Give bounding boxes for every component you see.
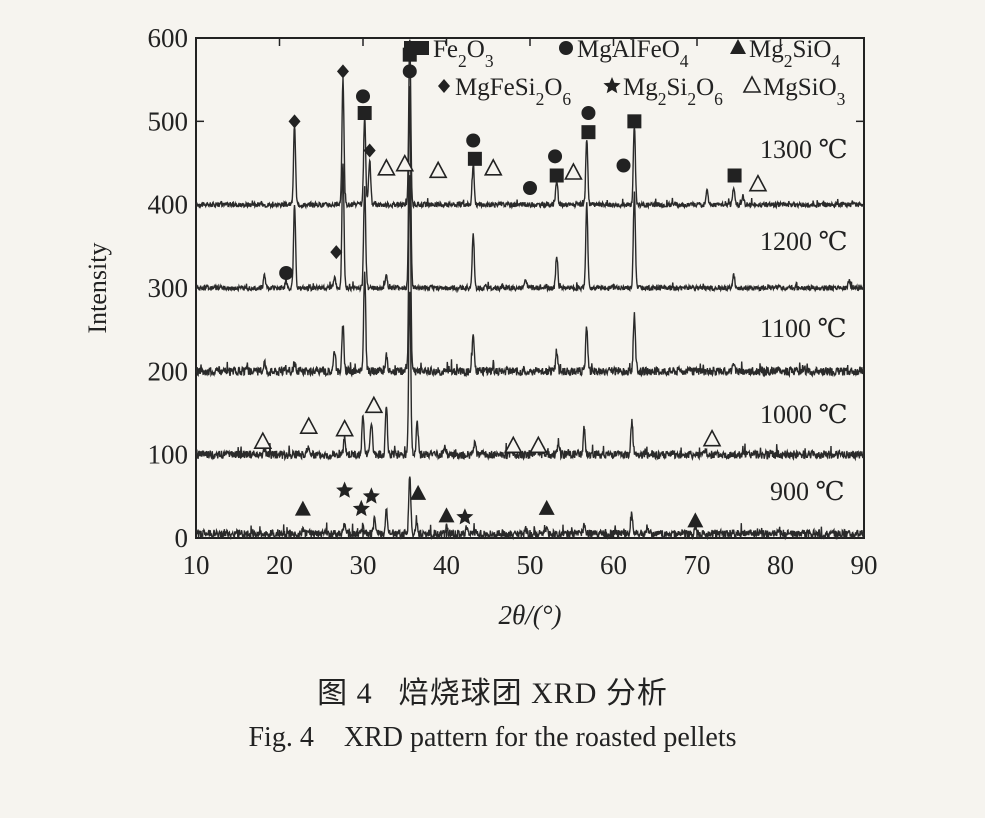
phase-marker-filled-star [336,481,354,498]
phase-marker-open-triangle [529,435,548,454]
phase-marker-filled-circle [466,133,481,148]
phase-marker-open-triangle [377,158,396,176]
x-axis-label: 2θ/(°) [498,600,561,630]
phase-marker-filled-star [352,499,370,517]
phase-marker-filled-triangle [410,484,427,500]
legend-label: Mg2Si2O6 [623,74,723,109]
phase-marker-filled-triangle [687,512,704,528]
series-label: 1200 ℃ [760,227,848,256]
y-tick-label: 500 [148,106,189,136]
legend-label: Mg2SiO4 [749,36,840,71]
legend-marker-filled-square [415,41,429,55]
y-tick-label: 100 [148,440,189,470]
phase-marker-open-triangle [253,431,273,449]
caption-en-text: XRD pattern for the roasted pellets [343,722,737,753]
series-label: 1000 ℃ [760,400,848,429]
phase-marker-open-triangle [428,160,448,179]
series-line [195,476,865,541]
legend-marker-filled-circle [559,41,573,55]
series-label: 1300 ℃ [760,135,848,164]
caption-cn-figure-number: 图 4 [317,677,373,710]
phase-marker-filled-diamond [288,114,301,129]
phase-marker-filled-circle [523,181,537,195]
legend-label: MgAlFeO4 [577,36,689,71]
x-tick-label: 80 [767,550,794,580]
phase-marker-filled-square [581,125,596,140]
caption-en-figure-number: Fig. 4 [248,722,314,753]
phase-marker-filled-circle [616,158,631,173]
y-tick-label: 0 [175,523,189,553]
phase-marker-filled-circle [548,149,563,164]
caption-chinese: 图 4 焙烧球团 XRD 分析 [0,668,985,712]
phase-marker-open-triangle [564,162,583,180]
legend-marker-filled-triangle [730,39,746,54]
legend-label: MgSiO3 [763,74,846,109]
x-tick-label: 20 [266,550,293,580]
phase-marker-filled-square [549,168,564,183]
y-tick-label: 400 [148,190,189,220]
legend-label: MgFeSi2O6 [455,74,571,109]
series-line [195,291,865,462]
phase-marker-filled-diamond [336,64,349,79]
phase-marker-filled-diamond [363,143,376,158]
phase-marker-open-triangle [395,153,415,172]
legend-marker-open-triangle [742,75,762,93]
series-label: 900 ℃ [770,477,845,506]
x-tick-label: 40 [433,550,460,580]
marker-layer [253,47,768,528]
series-line [195,39,865,210]
y-axis-label: Intensity [83,243,112,334]
phase-marker-filled-circle [402,64,417,79]
phase-marker-open-triangle [503,435,523,454]
phase-marker-filled-square [467,151,482,166]
legend-marker-filled-square-extra [404,41,418,55]
x-tick-label: 50 [517,550,544,580]
series-label: 1100 ℃ [760,314,847,343]
x-tick-label: 60 [600,550,627,580]
legend-marker-filled-diamond [438,79,450,93]
y-tick-label: 200 [148,356,189,386]
phase-marker-filled-triangle [294,500,311,516]
phase-marker-filled-diamond [330,245,343,260]
series-line [195,175,865,379]
phase-marker-open-triangle [748,173,768,192]
phase-marker-filled-circle [356,89,370,104]
series-layer: 1300 ℃ 1200 ℃ 1100 ℃ 1000 ℃ 900 ℃ [195,39,865,541]
axis-ticks: 10 20 30 40 50 60 70 80 90 0 100 200 300 400 500 600 [148,23,878,580]
phase-marker-open-triangle [299,416,319,434]
phase-marker-open-triangle [364,395,384,414]
xrd-chart: 10 20 30 40 50 60 70 80 90 0 100 200 300 400 500 600 13… [83,23,878,630]
phase-marker-open-triangle [335,418,354,437]
phase-marker-filled-star [362,487,380,504]
legend-marker-filled-star [603,77,621,94]
x-tick-label: 70 [684,550,711,580]
phase-marker-open-triangle [702,428,722,447]
phase-marker-filled-triangle [438,507,455,523]
caption-english: Fig. 4 XRD pattern for the roasted pellet… [0,722,985,754]
series-line [195,86,865,294]
phase-marker-filled-star [456,508,474,525]
legend-label: Fe2O3 [433,36,494,71]
phase-marker-filled-circle [279,266,294,280]
phase-marker-filled-square [357,106,372,120]
phase-marker-filled-square [727,168,742,183]
x-tick-label: 10 [183,550,210,580]
x-tick-label: 90 [851,550,878,580]
y-tick-label: 300 [148,273,189,303]
phase-marker-filled-triangle [538,499,555,515]
y-tick-label: 600 [148,23,189,53]
legend: Fe2O3 MgAlFeO4 Mg2SiO4 MgFeSi2O6 Mg2Si2O6 MgS… [404,36,846,109]
phase-marker-filled-circle [581,106,596,120]
x-tick-label: 30 [350,550,377,580]
caption-cn-text: 焙烧球团 XRD 分析 [398,677,668,710]
phase-marker-filled-square [627,114,642,129]
phase-marker-open-triangle [483,158,503,176]
